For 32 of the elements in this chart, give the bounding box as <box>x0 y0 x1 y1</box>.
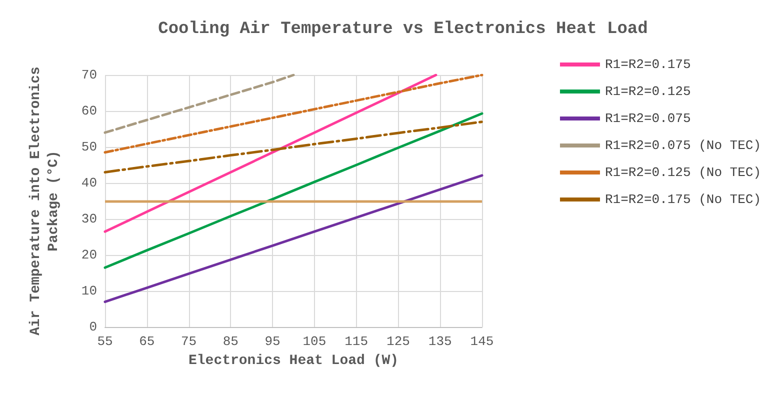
legend-label: R1=R2=0.175 <box>604 57 691 72</box>
x-tick-label: 75 <box>180 334 197 349</box>
x-tick-label: 115 <box>344 334 368 349</box>
y-tick-label: 50 <box>81 140 97 154</box>
y-tick-label: 60 <box>81 104 97 118</box>
y-tick-label: 70 <box>81 68 97 82</box>
legend-label: R1=R2=0.125 (No TEC) <box>604 165 762 180</box>
legend-label: R1=R2=0.125 <box>604 84 691 99</box>
line-series <box>104 174 484 304</box>
x-tick-label: 65 <box>139 334 155 349</box>
x-axis-title: Electronics Heat Load (W) <box>188 353 399 369</box>
y-tick-label: 20 <box>81 248 97 262</box>
x-tick-label: 95 <box>264 334 280 349</box>
line-series <box>104 112 484 269</box>
x-tick-label: 135 <box>428 334 452 349</box>
x-tick-label: 145 <box>470 334 494 349</box>
x-tick-label: 85 <box>222 334 238 349</box>
chart-title: Cooling Air Temperature vs Electronics Heat Load <box>158 20 648 39</box>
x-tick-label: 55 <box>97 334 113 349</box>
legend-label: R1=R2=0.175 (No TEC) <box>604 192 762 207</box>
line-series <box>104 74 438 233</box>
x-tick-label: 125 <box>386 334 410 349</box>
legend-label: R1=R2=0.075 <box>604 111 691 126</box>
line-series <box>104 120 484 174</box>
y-tick-label: 0 <box>89 320 97 334</box>
line-series <box>104 74 295 134</box>
y-tick-label: 10 <box>81 284 97 298</box>
legend-label: R1=R2=0.075 (No TEC) <box>604 138 762 153</box>
y-tick-label: 40 <box>81 176 97 190</box>
x-tick-label: 105 <box>302 334 326 349</box>
y-axis-title: Air Temperature into Electronics Package (°C) <box>28 66 62 336</box>
y-tick-label: 30 <box>81 212 97 226</box>
